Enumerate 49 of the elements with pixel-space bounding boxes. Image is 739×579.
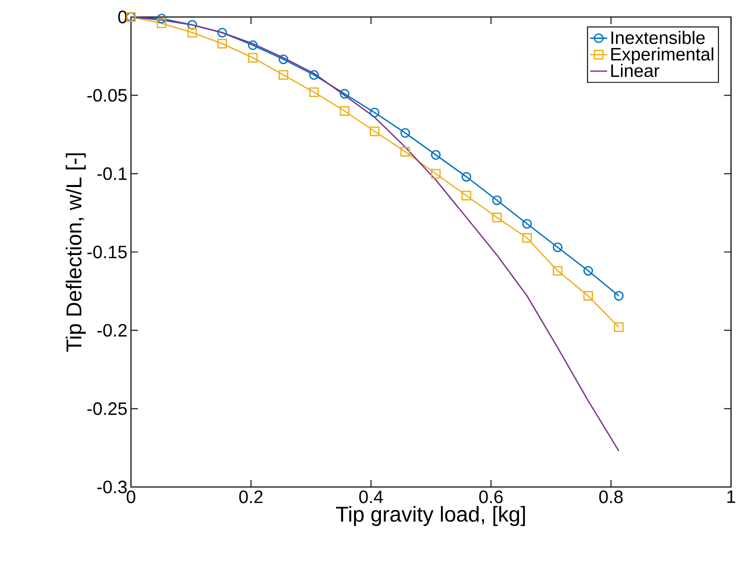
point [156, 14, 166, 24]
y-axis-title: Tip Deflection, w/L [-] [66, 153, 86, 352]
point [583, 291, 594, 301]
point [552, 242, 562, 252]
y-tick-label: -0.1 [97, 167, 127, 180]
point [248, 52, 258, 63]
y-tick-label: -0.05 [87, 88, 127, 102]
x-tick-label: 0.8 [599, 490, 623, 504]
point [492, 195, 502, 206]
point [340, 88, 350, 99]
point [340, 106, 350, 116]
point [462, 172, 472, 182]
point [370, 126, 380, 136]
point [492, 212, 502, 222]
point [217, 28, 228, 38]
point [400, 146, 410, 157]
point [583, 266, 594, 276]
legend-label: Inextensible [611, 30, 705, 44]
y-tick-label: -0.3 [97, 480, 127, 494]
point [278, 54, 288, 64]
point [187, 28, 198, 38]
point [552, 266, 562, 276]
legend-label: Experimental [611, 47, 714, 64]
x-tick-label: 1 [727, 490, 736, 503]
y-tick-label: -0.25 [87, 402, 127, 416]
point [400, 128, 410, 138]
point [430, 150, 441, 160]
point [187, 20, 198, 30]
x-tick-label: 0.4 [359, 490, 383, 504]
point [614, 291, 624, 301]
point [309, 70, 319, 80]
y-tick-label: -0.2 [97, 324, 127, 337]
x-tick-label: 0.2 [239, 490, 263, 504]
point [522, 218, 532, 229]
point [248, 40, 258, 50]
x-tick-label: 0 [126, 490, 136, 504]
point [309, 87, 319, 98]
point [430, 168, 441, 179]
point [370, 108, 380, 118]
point [217, 38, 228, 48]
point [614, 322, 624, 332]
point [462, 190, 472, 200]
point [156, 18, 166, 28]
x-axis-title: Tip gravity load, [kg] [336, 506, 525, 526]
y-tick-label: -0.15 [87, 246, 127, 258]
x-tick-label: 0.6 [479, 490, 503, 504]
point [278, 70, 288, 80]
point [522, 233, 532, 243]
legend-label: Linear [611, 64, 660, 78]
